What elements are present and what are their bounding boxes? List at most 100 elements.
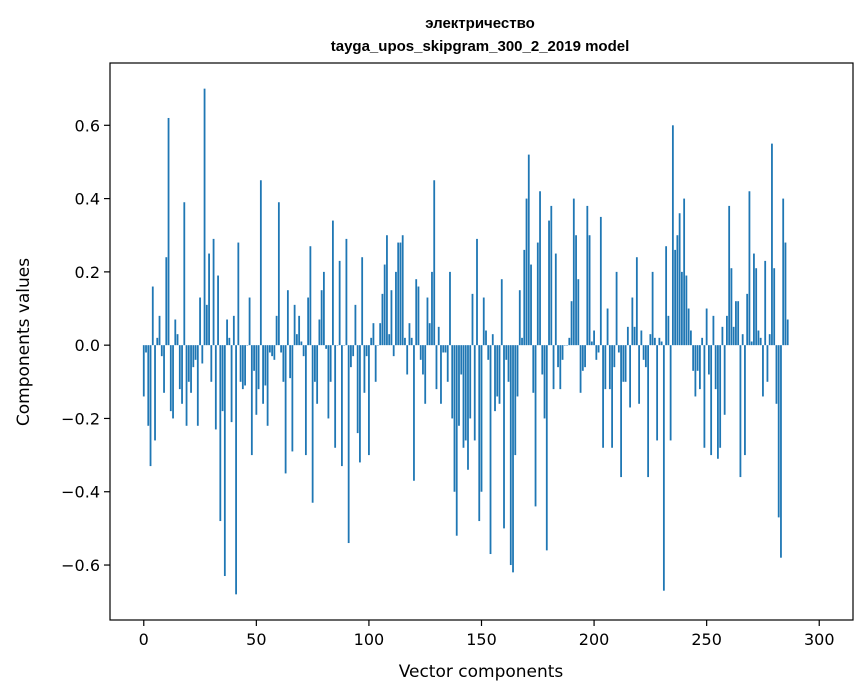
bar-192 xyxy=(575,235,577,346)
bar-24 xyxy=(196,345,199,426)
bar-77 xyxy=(316,345,319,404)
bar-141 xyxy=(460,345,463,375)
x-tick-label: 50 xyxy=(246,630,266,649)
bar-153 xyxy=(487,345,490,360)
bar-41 xyxy=(235,345,237,595)
bar-21 xyxy=(190,345,192,393)
bar-22 xyxy=(192,345,195,368)
bar-272 xyxy=(755,268,758,346)
bar-228 xyxy=(656,345,659,441)
bar-156 xyxy=(494,345,496,412)
bar-191 xyxy=(572,198,575,346)
bar-284 xyxy=(782,198,785,346)
bar-47 xyxy=(248,297,251,346)
bar-130 xyxy=(435,345,438,390)
bar-76 xyxy=(313,345,316,382)
bar-139 xyxy=(455,345,458,536)
bar-20 xyxy=(187,345,190,382)
bar-8 xyxy=(160,345,163,357)
bar-119 xyxy=(410,337,413,346)
bar-182 xyxy=(552,345,555,390)
bar-259 xyxy=(726,315,728,346)
bar-131 xyxy=(437,326,440,346)
bar-226 xyxy=(651,271,654,346)
bar-169 xyxy=(523,249,526,346)
bar-4 xyxy=(151,286,154,346)
bar-155 xyxy=(491,334,494,346)
bar-90 xyxy=(345,238,348,346)
bar-164 xyxy=(512,345,514,573)
bar-53 xyxy=(262,345,264,404)
bar-264 xyxy=(737,301,740,346)
bar-1 xyxy=(145,345,147,353)
bar-108 xyxy=(386,235,388,346)
bar-132 xyxy=(440,345,442,404)
y-tick-label: 0.6 xyxy=(75,116,100,135)
bar-263 xyxy=(735,301,737,346)
bar-0 xyxy=(142,345,145,397)
bar-40 xyxy=(232,315,235,346)
y-tick-label: −0.2 xyxy=(61,409,100,428)
bar-283 xyxy=(780,345,782,558)
bar-35 xyxy=(221,345,224,412)
bar-277 xyxy=(766,345,769,382)
bar-31 xyxy=(212,238,215,346)
bar-195 xyxy=(581,345,584,371)
bar-59 xyxy=(275,315,278,346)
bar-231 xyxy=(662,345,665,591)
bar-117 xyxy=(406,345,409,375)
bar-222 xyxy=(642,345,645,360)
bar-55 xyxy=(266,345,269,426)
bar-7 xyxy=(158,315,161,346)
bar-209 xyxy=(613,345,616,368)
bar-93 xyxy=(352,345,355,357)
bar-199 xyxy=(590,341,593,346)
x-tick-label: 250 xyxy=(691,630,722,649)
bar-18 xyxy=(183,202,186,346)
bar-36 xyxy=(223,345,226,577)
bar-43 xyxy=(239,345,242,382)
bar-44 xyxy=(241,345,244,390)
bar-88 xyxy=(341,345,343,467)
bar-10 xyxy=(165,257,168,346)
bar-99 xyxy=(365,345,368,357)
bar-84 xyxy=(332,220,334,346)
bar-80 xyxy=(322,271,325,346)
bar-255 xyxy=(717,345,719,459)
bar-185 xyxy=(559,345,562,390)
bar-227 xyxy=(653,337,656,346)
bar-102 xyxy=(372,323,375,346)
x-axis-ticks: 0 50 100 150 200 250 300 xyxy=(139,620,835,649)
bar-152 xyxy=(485,330,487,346)
bar-52 xyxy=(259,180,262,346)
bar-149 xyxy=(478,345,481,522)
bar-256 xyxy=(719,345,722,448)
bar-65 xyxy=(289,345,292,379)
bar-208 xyxy=(611,345,613,448)
bar-196 xyxy=(584,345,586,368)
bar-205 xyxy=(604,345,607,390)
bar-57 xyxy=(271,345,274,357)
bar-252 xyxy=(710,345,713,456)
bar-183 xyxy=(554,253,557,346)
bar-37 xyxy=(226,319,228,346)
bar-12 xyxy=(169,345,172,412)
bar-6 xyxy=(156,337,159,346)
bar-112 xyxy=(395,271,397,346)
bar-254 xyxy=(714,345,717,390)
y-tick-label: −0.4 xyxy=(61,483,100,502)
bar-42 xyxy=(237,242,240,346)
bar-170 xyxy=(525,198,528,346)
bar-224 xyxy=(647,345,650,478)
bar-79 xyxy=(320,290,323,346)
bar-172 xyxy=(530,264,532,346)
bar-178 xyxy=(543,345,546,419)
bar-98 xyxy=(363,345,366,393)
bar-163 xyxy=(509,345,512,566)
bar-123 xyxy=(419,345,422,360)
bar-27 xyxy=(203,88,206,346)
bar-282 xyxy=(777,345,780,518)
bar-166 xyxy=(516,345,519,397)
